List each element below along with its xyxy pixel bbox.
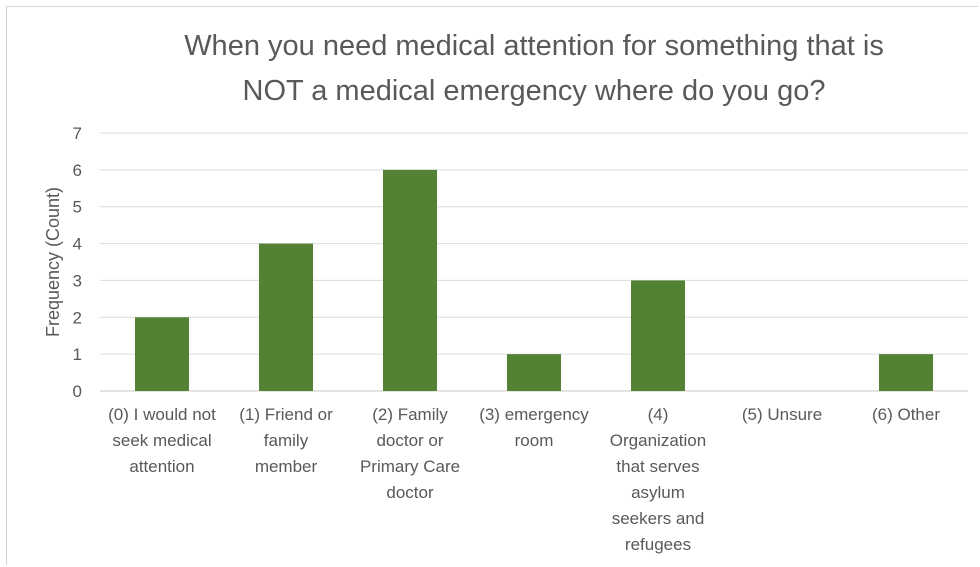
x-category-label: Primary Care xyxy=(360,457,460,476)
x-category-label: doctor or xyxy=(376,431,443,450)
x-category-label: attention xyxy=(129,457,194,476)
x-category-label: asylum xyxy=(631,483,685,502)
x-category-label: family xyxy=(264,431,309,450)
y-tick-label: 7 xyxy=(73,124,82,143)
x-category-label: member xyxy=(255,457,318,476)
x-category-label: (1) Friend or xyxy=(239,405,333,424)
y-tick-label: 0 xyxy=(73,382,82,401)
chart-title: When you need medical attention for some… xyxy=(184,30,884,107)
x-category-label: (5) Unsure xyxy=(742,405,822,424)
y-tick-label: 5 xyxy=(73,198,82,217)
chart-title-line: NOT a medical emergency where do you go? xyxy=(243,75,826,107)
bar xyxy=(259,243,313,391)
x-category-label: seekers and xyxy=(612,509,705,528)
chart-title-line: When you need medical attention for some… xyxy=(184,30,884,62)
x-category-label: refugees xyxy=(625,535,691,554)
chart-frame xyxy=(6,6,978,565)
y-tick-label: 1 xyxy=(73,345,82,364)
y-axis-label-text: Frequency (Count) xyxy=(43,187,63,337)
gridlines xyxy=(100,132,968,392)
bar xyxy=(507,354,561,391)
x-axis-categories: (0) I would not seek medical attention (1) … xyxy=(108,405,940,554)
x-category-label: doctor xyxy=(386,483,434,502)
y-tick-label: 3 xyxy=(73,271,82,290)
bar xyxy=(879,354,933,391)
x-category-label: (3) emergency xyxy=(479,405,589,424)
x-category-label: seek medical xyxy=(112,431,211,450)
y-tick-label: 4 xyxy=(73,235,82,254)
x-category-label: (4) xyxy=(648,405,669,424)
bar xyxy=(383,169,437,391)
bar xyxy=(631,280,685,391)
x-category-label: Organization xyxy=(610,431,706,450)
x-category-label: that serves xyxy=(616,457,699,476)
x-category-label: (6) Other xyxy=(872,405,940,424)
y-tick-label: 6 xyxy=(73,161,82,180)
x-category-label: (0) I would not xyxy=(108,405,216,424)
bar xyxy=(135,317,189,391)
y-axis-label: Frequency (Count) xyxy=(43,187,63,337)
y-tick-label: 2 xyxy=(73,308,82,327)
y-axis-ticks: 0 1 2 3 4 5 6 7 xyxy=(73,124,82,401)
x-category-label: (2) Family xyxy=(372,405,448,424)
x-category-label: room xyxy=(515,431,554,450)
bars xyxy=(135,169,933,391)
